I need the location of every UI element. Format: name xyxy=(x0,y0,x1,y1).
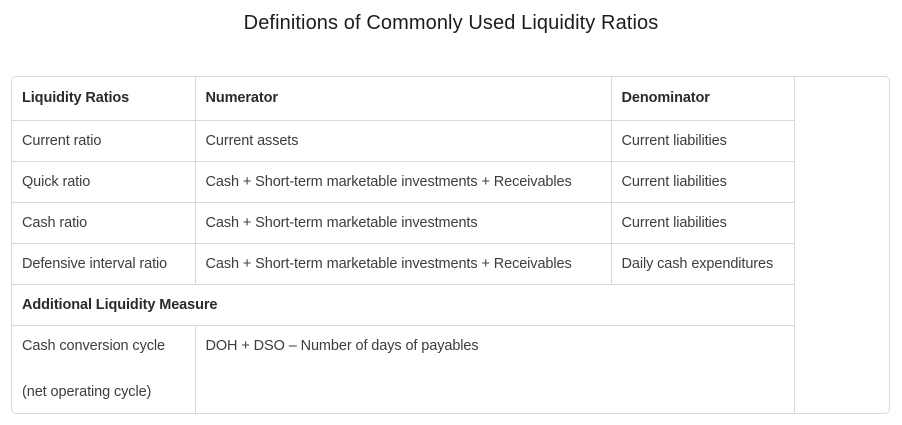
denominator-cell: Current liabilities xyxy=(610,160,795,203)
column-header-numerator: Numerator xyxy=(194,77,612,121)
numerator-cell: Cash + Short-term marketable investments… xyxy=(194,242,612,285)
numerator-cell: Current assets xyxy=(194,119,612,162)
table-header-row: Liquidity Ratios Numerator Denominator xyxy=(12,77,795,121)
ratio-cell: Defensive interval ratio xyxy=(12,242,196,285)
ratio-cell: Current ratio xyxy=(12,119,196,162)
table-row-cash-ratio: Cash ratio Cash + Short-term marketable … xyxy=(12,201,795,244)
table-row-quick-ratio: Quick ratio Cash + Short-term marketable… xyxy=(12,160,795,203)
numerator-cell: Cash + Short-term marketable investments… xyxy=(194,160,612,203)
ratio-cell: Quick ratio xyxy=(12,160,196,203)
numerator-cell: Cash + Short-term marketable investments xyxy=(194,201,612,244)
section-header-additional-liquidity-measure: Additional Liquidity Measure xyxy=(12,283,795,326)
liquidity-ratios-card: Liquidity Ratios Numerator Denominator C… xyxy=(11,76,890,414)
cash-conversion-cycle-label: Cash conversion cycle xyxy=(22,337,165,354)
net-operating-cycle-label: (net operating cycle) xyxy=(22,383,152,400)
liquidity-ratios-table: Liquidity Ratios Numerator Denominator C… xyxy=(12,77,795,413)
ratio-cell: Cash conversion cycle (net operating cyc… xyxy=(12,324,196,413)
page-title: Definitions of Commonly Used Liquidity R… xyxy=(243,12,659,34)
formula-cell: DOH + DSO – Number of days of payables xyxy=(194,324,795,413)
denominator-cell: Daily cash expenditures xyxy=(610,242,795,285)
ratio-cell: Cash ratio xyxy=(12,201,196,244)
column-header-denominator: Denominator xyxy=(610,77,795,121)
denominator-cell: Current liabilities xyxy=(610,201,795,244)
table-row-current-ratio: Current ratio Current assets Current lia… xyxy=(12,119,795,162)
section-header-row: Additional Liquidity Measure xyxy=(12,283,795,326)
table-row-defensive-interval-ratio: Defensive interval ratio Cash + Short-te… xyxy=(12,242,795,285)
table-row-cash-conversion-cycle: Cash conversion cycle (net operating cyc… xyxy=(12,324,795,413)
column-header-liquidity-ratios: Liquidity Ratios xyxy=(12,77,196,121)
denominator-cell: Current liabilities xyxy=(610,119,795,162)
